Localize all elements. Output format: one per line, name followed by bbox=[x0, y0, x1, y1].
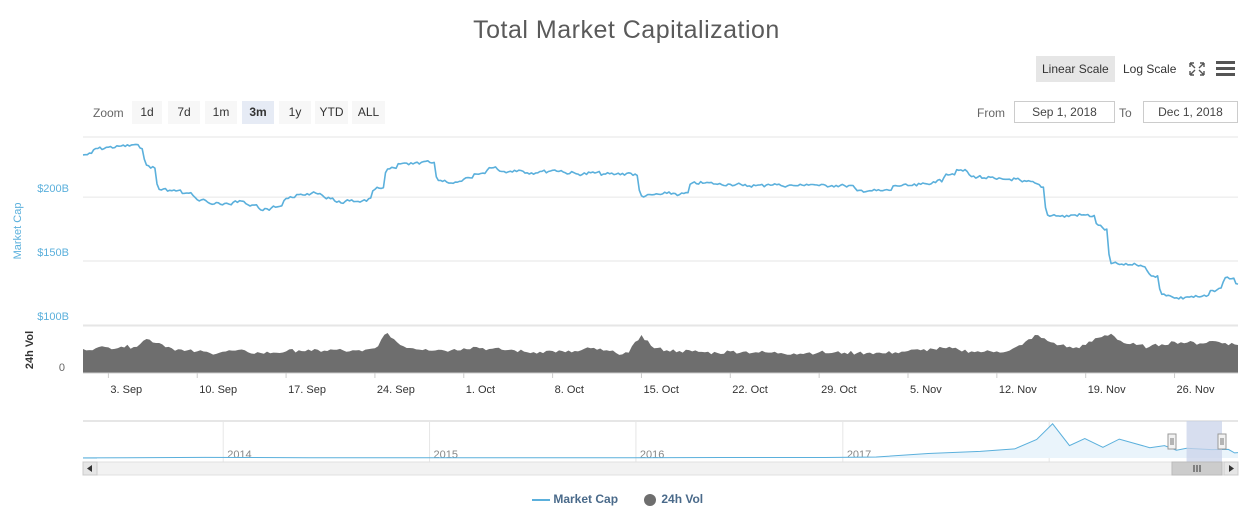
from-date-input[interactable] bbox=[1014, 101, 1115, 123]
navigator-year-label: 2017 bbox=[847, 449, 871, 461]
legend-market-cap-label: Market Cap bbox=[553, 492, 619, 506]
dot-legend-icon bbox=[644, 493, 656, 506]
scrollbar-grip-icon bbox=[1193, 465, 1201, 472]
volume-zero-label: 0 bbox=[59, 362, 65, 374]
legend-market-cap[interactable]: Market Cap bbox=[532, 492, 618, 506]
x-tick-label: 12. Nov bbox=[999, 384, 1037, 396]
zoom-label: Zoom bbox=[93, 106, 124, 120]
y-axis-title: Market Cap bbox=[12, 203, 24, 260]
navigator-year-label: 2016 bbox=[640, 449, 664, 461]
legend-24h-vol[interactable]: 24h Vol bbox=[644, 492, 703, 506]
x-tick-label: 26. Nov bbox=[1177, 384, 1215, 396]
log-scale-button[interactable]: Log Scale bbox=[1123, 62, 1177, 76]
zoom-3m-button[interactable]: 3m bbox=[242, 101, 274, 124]
volume-series-area bbox=[83, 333, 1238, 373]
zoom-7d-button[interactable]: 7d bbox=[168, 101, 200, 124]
x-tick-label: 8. Oct bbox=[555, 384, 584, 396]
navigator-right-handle[interactable] bbox=[1217, 433, 1227, 450]
scrollbar-track[interactable] bbox=[82, 461, 1239, 476]
y-tick-label: $100B bbox=[37, 311, 69, 323]
x-tick-label: 3. Sep bbox=[110, 384, 142, 396]
x-tick-label: 24. Sep bbox=[377, 384, 415, 396]
y-tick-label: $200B bbox=[37, 183, 69, 195]
x-tick-label: 22. Oct bbox=[732, 384, 767, 396]
to-date-input[interactable] bbox=[1143, 101, 1238, 123]
navigator-year-label: 2014 bbox=[227, 449, 251, 461]
x-tick-label: 15. Oct bbox=[643, 384, 678, 396]
to-label: To bbox=[1119, 106, 1132, 120]
volume-axis-title: 24h Vol bbox=[24, 331, 36, 369]
fullscreen-icon[interactable] bbox=[1188, 61, 1206, 77]
from-label: From bbox=[977, 106, 1005, 120]
x-tick-label: 10. Sep bbox=[199, 384, 237, 396]
hamburger-menu-icon[interactable] bbox=[1216, 60, 1235, 77]
zoom-all-button[interactable]: ALL bbox=[352, 101, 385, 124]
scroll-left-arrow-icon bbox=[87, 465, 92, 472]
y-tick-label: $150B bbox=[37, 247, 69, 259]
zoom-ytd-button[interactable]: YTD bbox=[315, 101, 348, 124]
navigator-area bbox=[83, 423, 1238, 458]
legend-24h-vol-label: 24h Vol bbox=[661, 492, 704, 506]
chart-title: Total Market Capitalization bbox=[473, 16, 780, 44]
scroll-right-arrow-icon bbox=[1229, 465, 1234, 472]
navigator-line bbox=[82, 423, 1239, 459]
zoom-1d-button[interactable]: 1d bbox=[132, 101, 162, 124]
line-legend-icon bbox=[532, 498, 550, 501]
x-tick-label: 17. Sep bbox=[288, 384, 326, 396]
navigator-selected-range[interactable] bbox=[1186, 421, 1222, 462]
handle-body bbox=[1167, 433, 1177, 450]
market-cap-series-line bbox=[82, 143, 1239, 300]
zoom-1m-button[interactable]: 1m bbox=[205, 101, 237, 124]
navigator-year-label: 2015 bbox=[434, 449, 458, 461]
x-tick-label: 19. Nov bbox=[1088, 384, 1126, 396]
zoom-1y-button[interactable]: 1y bbox=[279, 101, 311, 124]
navigator-left-handle[interactable] bbox=[1167, 433, 1177, 450]
linear-scale-button[interactable]: Linear Scale bbox=[1036, 56, 1115, 82]
handle-body bbox=[1217, 433, 1227, 450]
x-tick-label: 1. Oct bbox=[466, 384, 495, 396]
x-tick-label: 5. Nov bbox=[910, 384, 942, 396]
x-tick-label: 29. Oct bbox=[821, 384, 856, 396]
